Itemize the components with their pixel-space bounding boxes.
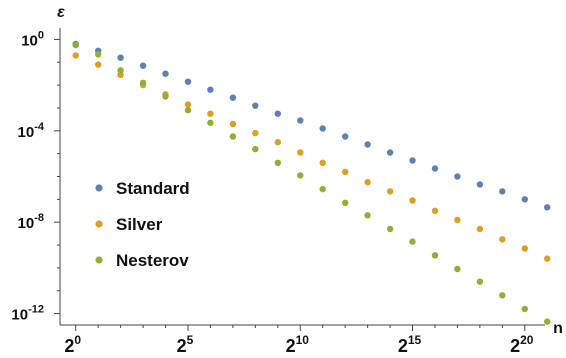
data-point	[521, 196, 528, 203]
legend-marker	[95, 184, 103, 192]
data-point	[139, 79, 147, 87]
y-tick-label: 10-4	[18, 121, 45, 141]
y-tick-label: 10-12	[11, 304, 44, 324]
data-point	[229, 94, 237, 101]
data-point	[499, 236, 506, 243]
data-point	[252, 102, 259, 109]
data-point	[274, 139, 281, 146]
data-point	[297, 172, 304, 179]
x-tick-label: 220	[510, 333, 534, 356]
data-point	[521, 245, 528, 252]
data-point	[386, 188, 394, 195]
data-point	[72, 52, 79, 59]
y-tick-label: 10-8	[18, 212, 44, 232]
data-point	[95, 51, 102, 58]
legend-label: Standard	[116, 179, 190, 198]
data-point	[476, 278, 484, 285]
data-point	[139, 62, 147, 69]
data-points	[72, 40, 551, 325]
data-point	[431, 207, 439, 214]
data-point	[162, 70, 169, 77]
data-point	[342, 168, 349, 176]
data-point	[409, 238, 416, 245]
data-point	[454, 216, 461, 224]
series-nesterov	[72, 41, 551, 325]
data-point	[431, 165, 439, 172]
data-point	[162, 93, 169, 100]
data-point	[319, 159, 326, 166]
data-point	[207, 86, 214, 93]
data-point	[499, 188, 506, 195]
data-point	[409, 197, 416, 204]
data-point	[117, 54, 124, 61]
legend-label: Nesterov	[116, 251, 189, 270]
data-point	[319, 185, 326, 193]
data-point	[95, 61, 102, 68]
legend-marker	[95, 256, 103, 264]
data-point	[454, 173, 461, 180]
x-tick-label: 215	[398, 333, 422, 356]
x-tick-label: 25	[177, 333, 194, 356]
data-point	[252, 129, 259, 137]
data-point	[117, 67, 124, 74]
data-point	[364, 141, 371, 148]
axis-ticks: 20 25 210 215 220 100 10-4 10-8 10-12	[11, 29, 533, 356]
data-point	[476, 225, 484, 233]
data-point	[544, 318, 551, 325]
data-point	[274, 159, 281, 166]
data-point	[409, 157, 416, 164]
data-point	[364, 179, 371, 186]
data-point	[386, 225, 394, 233]
axes: nε	[57, 4, 563, 337]
data-point	[184, 78, 192, 85]
data-point	[274, 110, 281, 117]
series-silver	[72, 52, 551, 262]
y-tick-label: 100	[21, 29, 44, 49]
data-point	[544, 255, 551, 262]
data-point	[207, 119, 214, 127]
legend: Standard Silver Nesterov	[95, 179, 190, 270]
data-point	[431, 252, 439, 259]
data-point	[207, 110, 214, 117]
data-point	[342, 133, 349, 140]
data-point	[499, 292, 506, 299]
y-axis-label: ε	[57, 4, 65, 21]
data-point	[184, 101, 192, 108]
legend-label: Silver	[116, 215, 163, 234]
data-point	[252, 145, 259, 153]
legend-marker	[95, 220, 103, 228]
data-point	[229, 120, 237, 128]
data-point	[454, 265, 461, 273]
data-point	[117, 71, 124, 79]
data-point	[297, 117, 304, 124]
data-point	[364, 212, 371, 219]
data-point	[72, 41, 79, 49]
data-point	[544, 204, 551, 211]
data-point	[297, 149, 304, 156]
x-tick-label: 210	[286, 333, 310, 356]
data-point	[386, 149, 394, 156]
data-point	[342, 199, 349, 206]
data-point	[229, 133, 237, 140]
data-point	[319, 125, 326, 132]
x-tick-label: 20	[64, 333, 81, 356]
data-point	[476, 181, 484, 188]
data-point	[521, 305, 528, 313]
x-axis-label: n	[553, 320, 563, 337]
data-point	[184, 107, 192, 114]
